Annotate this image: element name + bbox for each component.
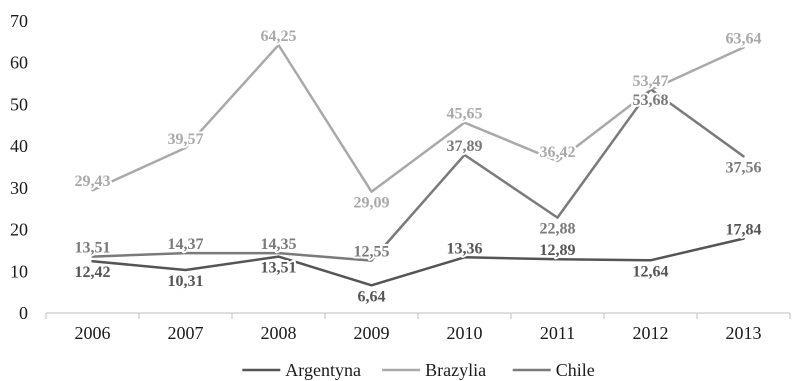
data-label-chile: 13,51 [75,240,111,257]
data-label-argentyna: 12,64 [633,263,669,280]
data-label-argentyna: 13,36 [447,240,483,257]
data-label-argentyna: 12,89 [540,242,576,259]
data-label-argentyna: 10,31 [168,273,204,290]
data-label-chile: 37,56 [726,159,762,176]
y-tick-label: 70 [10,11,28,31]
y-tick-label: 50 [10,94,28,114]
x-axis-tick-labels: 2006 2007 2008 2009 2010 2011 2012 2013 [75,323,762,343]
x-tick-label: 2010 [447,323,483,343]
data-label-argentyna: 6,64 [358,288,386,305]
x-tick-label: 2008 [261,323,297,343]
x-tick-label: 2011 [540,323,575,343]
data-label-brazylia: 29,09 [354,195,390,212]
series-line-brazylia [91,43,745,193]
y-tick-label: 30 [10,178,28,198]
data-label-chile: 37,89 [447,138,483,155]
data-label-brazylia: 45,65 [447,106,483,123]
x-tick-label: 2006 [75,323,111,343]
data-labels: 12,42 10,31 13,51 6,64 13,36 12,89 12,64 17,84 2… [73,26,764,307]
axes [45,312,791,319]
data-label-chile: 22,88 [540,221,576,238]
legend-label-argentyna: Argentyna [285,360,361,380]
series-lines [91,43,745,287]
y-axis-tick-labels: 0 10 20 30 40 50 60 70 [10,11,28,323]
data-label-brazylia: 63,64 [726,31,762,48]
data-label-chile: 53,68 [633,92,669,109]
legend-label-brazylia: Brazylia [425,360,486,380]
series-line-argentyna [91,237,745,287]
x-tick-label: 2012 [633,323,669,343]
x-tick-label: 2013 [726,323,762,343]
data-label-chile: 14,37 [168,236,204,253]
y-tick-label: 20 [10,220,28,240]
series-line-chile [91,87,745,262]
data-label-argentyna: 17,84 [726,222,762,239]
data-label-brazylia: 64,25 [261,28,297,45]
data-label-chile: 14,35 [261,236,297,253]
data-label-argentyna: 13,51 [261,260,297,277]
y-tick-label: 10 [10,261,28,281]
y-tick-label: 0 [19,303,28,323]
data-label-argentyna: 12,42 [75,264,111,281]
legend-label-chile: Chile [556,360,595,380]
y-tick-label: 40 [10,136,28,156]
data-label-brazylia: 29,43 [75,173,111,190]
data-label-brazylia: 39,57 [168,131,204,148]
y-tick-label: 60 [10,53,28,73]
x-tick-label: 2007 [168,323,204,343]
data-label-brazylia: 36,42 [540,144,576,161]
legend: Argentyna Brazylia Chile [242,360,595,380]
data-label-brazylia: 53,47 [633,73,669,90]
x-tick-label: 2009 [354,323,390,343]
data-label-chile: 12,55 [354,244,390,261]
